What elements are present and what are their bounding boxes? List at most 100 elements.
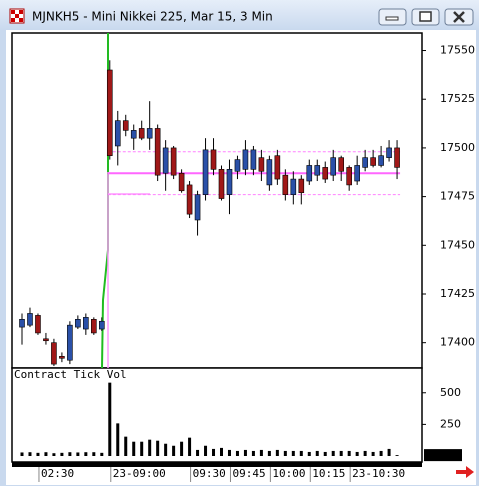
candle-body (202, 149, 209, 195)
volume-tick-label: 500 (440, 386, 461, 399)
x-tick-label: 10:00 (272, 467, 305, 480)
volume-bar (355, 451, 359, 456)
volume-bar (291, 450, 295, 456)
volume-bar (204, 445, 208, 456)
plot-layer: 17400 17425 17450 17475 17500 17525 17550 250 50… (19, 44, 475, 482)
candle-body (35, 315, 41, 334)
candle-body (162, 147, 169, 174)
x-tick-label: 23-10:30 (352, 467, 405, 480)
volume-bar (116, 423, 120, 456)
candle-body (330, 157, 337, 176)
volume-bar (108, 382, 112, 456)
volume-label: Contract Tick Vol (14, 368, 127, 381)
candle-body (354, 165, 360, 182)
candle-body (138, 128, 145, 139)
volume-bar (283, 450, 287, 456)
candle-body (186, 184, 193, 215)
volume-bar (140, 441, 144, 456)
candle-body (258, 157, 265, 172)
volume-bar (323, 451, 327, 456)
volume-bar (299, 450, 303, 456)
volume-bar (60, 452, 64, 456)
candle-body (394, 147, 400, 168)
session-marker (107, 172, 150, 368)
candle-body (83, 317, 89, 330)
candle-body (67, 324, 73, 361)
volume-tick-label: 250 (440, 417, 461, 430)
maximize-button[interactable] (411, 8, 440, 26)
y-tick-label: 17475 (440, 190, 475, 203)
volume-bar (275, 449, 279, 456)
candle-body (114, 120, 121, 147)
time-scrollbar[interactable] (12, 462, 422, 467)
x-tick-label: 02:30 (41, 467, 74, 480)
y-tick-label: 17550 (440, 44, 475, 57)
candle-body (226, 169, 233, 195)
minimize-button[interactable] (378, 8, 407, 26)
y-tick-label: 17400 (440, 336, 475, 349)
candle-body (370, 157, 376, 166)
volume-bar (235, 450, 239, 456)
volume-bar (363, 450, 367, 456)
x-tick-label: 23-09:00 (113, 467, 166, 480)
current-volume-label: 7 (451, 448, 458, 461)
scroll-arrow[interactable] (456, 466, 474, 478)
volume-bar (212, 448, 216, 456)
candle-body (306, 165, 313, 182)
x-tick-label: 09:45 (232, 467, 265, 480)
candle-body (59, 356, 65, 359)
candle-body (322, 167, 329, 180)
volume-bar (307, 451, 311, 456)
volume-panel (11, 367, 423, 463)
candle-body (210, 149, 217, 170)
volume-bar (220, 447, 223, 456)
volume-bar (44, 452, 48, 456)
candle-body (106, 69, 113, 157)
close-button[interactable] (444, 8, 474, 26)
volume-bar (52, 453, 56, 456)
candle-body (250, 149, 257, 170)
volume-bar (188, 437, 192, 456)
candle-body (91, 319, 97, 334)
y-tick-label: 17525 (440, 92, 475, 105)
volume-bar (371, 451, 375, 456)
volume-bar (315, 450, 319, 456)
candle-body (194, 194, 201, 221)
volume-bar (267, 450, 271, 456)
volume-bar (28, 452, 32, 456)
volume-bar (180, 441, 184, 456)
volume-bar (196, 449, 200, 456)
candle-body (314, 165, 321, 176)
y-tick-label: 17425 (440, 287, 475, 300)
volume-bar (339, 450, 343, 456)
candle-body (378, 155, 384, 166)
volume-bar (148, 439, 152, 456)
volume-bar (164, 443, 168, 456)
candle-body (51, 342, 57, 365)
current-volume-box (424, 449, 462, 462)
candle-body (218, 169, 225, 199)
y-tick-label: 17450 (440, 238, 475, 251)
candle-body (75, 319, 81, 328)
volume-bar (132, 441, 136, 456)
volume-bar (100, 452, 104, 456)
y-tick-label: 17500 (440, 141, 475, 154)
candle-body (154, 128, 161, 176)
app-icon (9, 8, 25, 24)
candle-body (346, 167, 352, 186)
volume-bar (172, 445, 176, 456)
candle-body (43, 338, 49, 342)
volume-bar (387, 448, 391, 456)
volume-bar (124, 436, 128, 456)
volume-bar (227, 449, 231, 456)
volume-bar (395, 455, 399, 456)
candle-body (178, 172, 185, 192)
candle-body (242, 149, 249, 170)
candle-body (122, 120, 129, 131)
candle-body (362, 157, 368, 168)
candle-body (282, 174, 289, 195)
candle-body (130, 130, 137, 139)
candle-body (298, 178, 305, 194)
candle-body (27, 313, 33, 326)
